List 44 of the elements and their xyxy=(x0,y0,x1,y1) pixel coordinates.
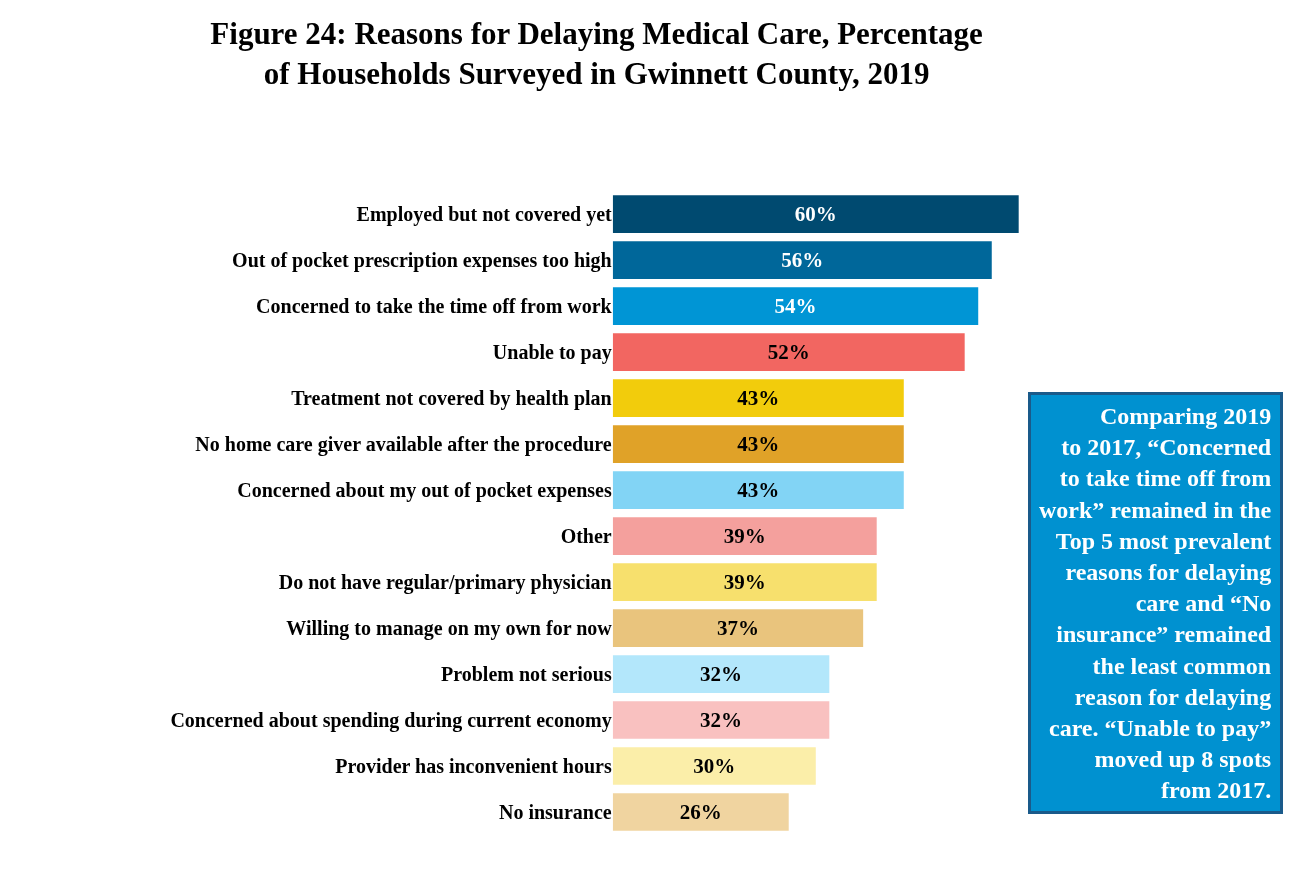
data-label: 56% xyxy=(781,248,824,273)
y-tick-label: Employed but not covered yet xyxy=(356,203,613,227)
data-label: 60% xyxy=(794,202,837,227)
bar xyxy=(612,609,864,647)
bar xyxy=(612,793,789,831)
bar xyxy=(612,195,1019,233)
bar xyxy=(612,655,830,693)
y-tick-label: Concerned to take the time off from work xyxy=(256,295,613,318)
data-label: 32% xyxy=(700,708,743,733)
y-tick-label: Unable to pay xyxy=(492,341,612,365)
y-tick-label: Problem not serious xyxy=(441,663,612,686)
data-label: 26% xyxy=(679,800,722,825)
data-label: 32% xyxy=(700,662,743,687)
bar xyxy=(612,333,965,371)
y-tick-label: Concerned about spending during current economy xyxy=(170,709,612,733)
y-tick-label: Do not have regular/primary physician xyxy=(278,571,612,595)
bar xyxy=(612,517,877,555)
data-label: 52% xyxy=(767,340,810,365)
y-tick-label: No insurance xyxy=(498,801,612,823)
bar xyxy=(612,241,992,279)
data-label: 37% xyxy=(716,616,759,641)
y-tick-label: No home care giver available after the procedure xyxy=(195,433,612,457)
data-label: 43% xyxy=(737,386,780,411)
y-tick-label: Provider has inconvenient hours xyxy=(335,755,612,778)
text: Comparing 2019 to 2017, “Concerned to take time off from work” remained in the Top 5 most prevalent reasons for delaying care and “No insurance” remained the least common reason for delaying care. “Unable to pay” moved up 8 spots from 2017. xyxy=(1039,403,1272,804)
bar xyxy=(612,425,904,463)
bar xyxy=(612,747,816,785)
bar xyxy=(612,287,979,325)
bar xyxy=(612,563,877,601)
data-label: 30% xyxy=(693,754,736,779)
data-label: 43% xyxy=(737,432,780,457)
data-label: 43% xyxy=(737,478,780,503)
chart-title: Figure 24: Reasons for Delaying Medical Care, Percentage of Households Surveyed in Gwinnett County, 2019 xyxy=(210,15,983,92)
data-label: 39% xyxy=(723,570,766,595)
y-tick-label: Treatment not covered by health plan xyxy=(291,387,612,411)
y-tick-label: Other xyxy=(560,525,612,548)
y-tick-label: Willing to manage on my own for now xyxy=(286,617,613,641)
bar xyxy=(612,701,830,739)
data-label: 54% xyxy=(774,294,817,319)
data-label: 39% xyxy=(723,524,766,549)
y-tick-label: Concerned about my out of pocket expenses xyxy=(237,479,612,503)
bar xyxy=(612,471,904,509)
y-tick-label: Out of pocket prescription expenses too high xyxy=(232,249,612,273)
bar xyxy=(612,379,904,417)
